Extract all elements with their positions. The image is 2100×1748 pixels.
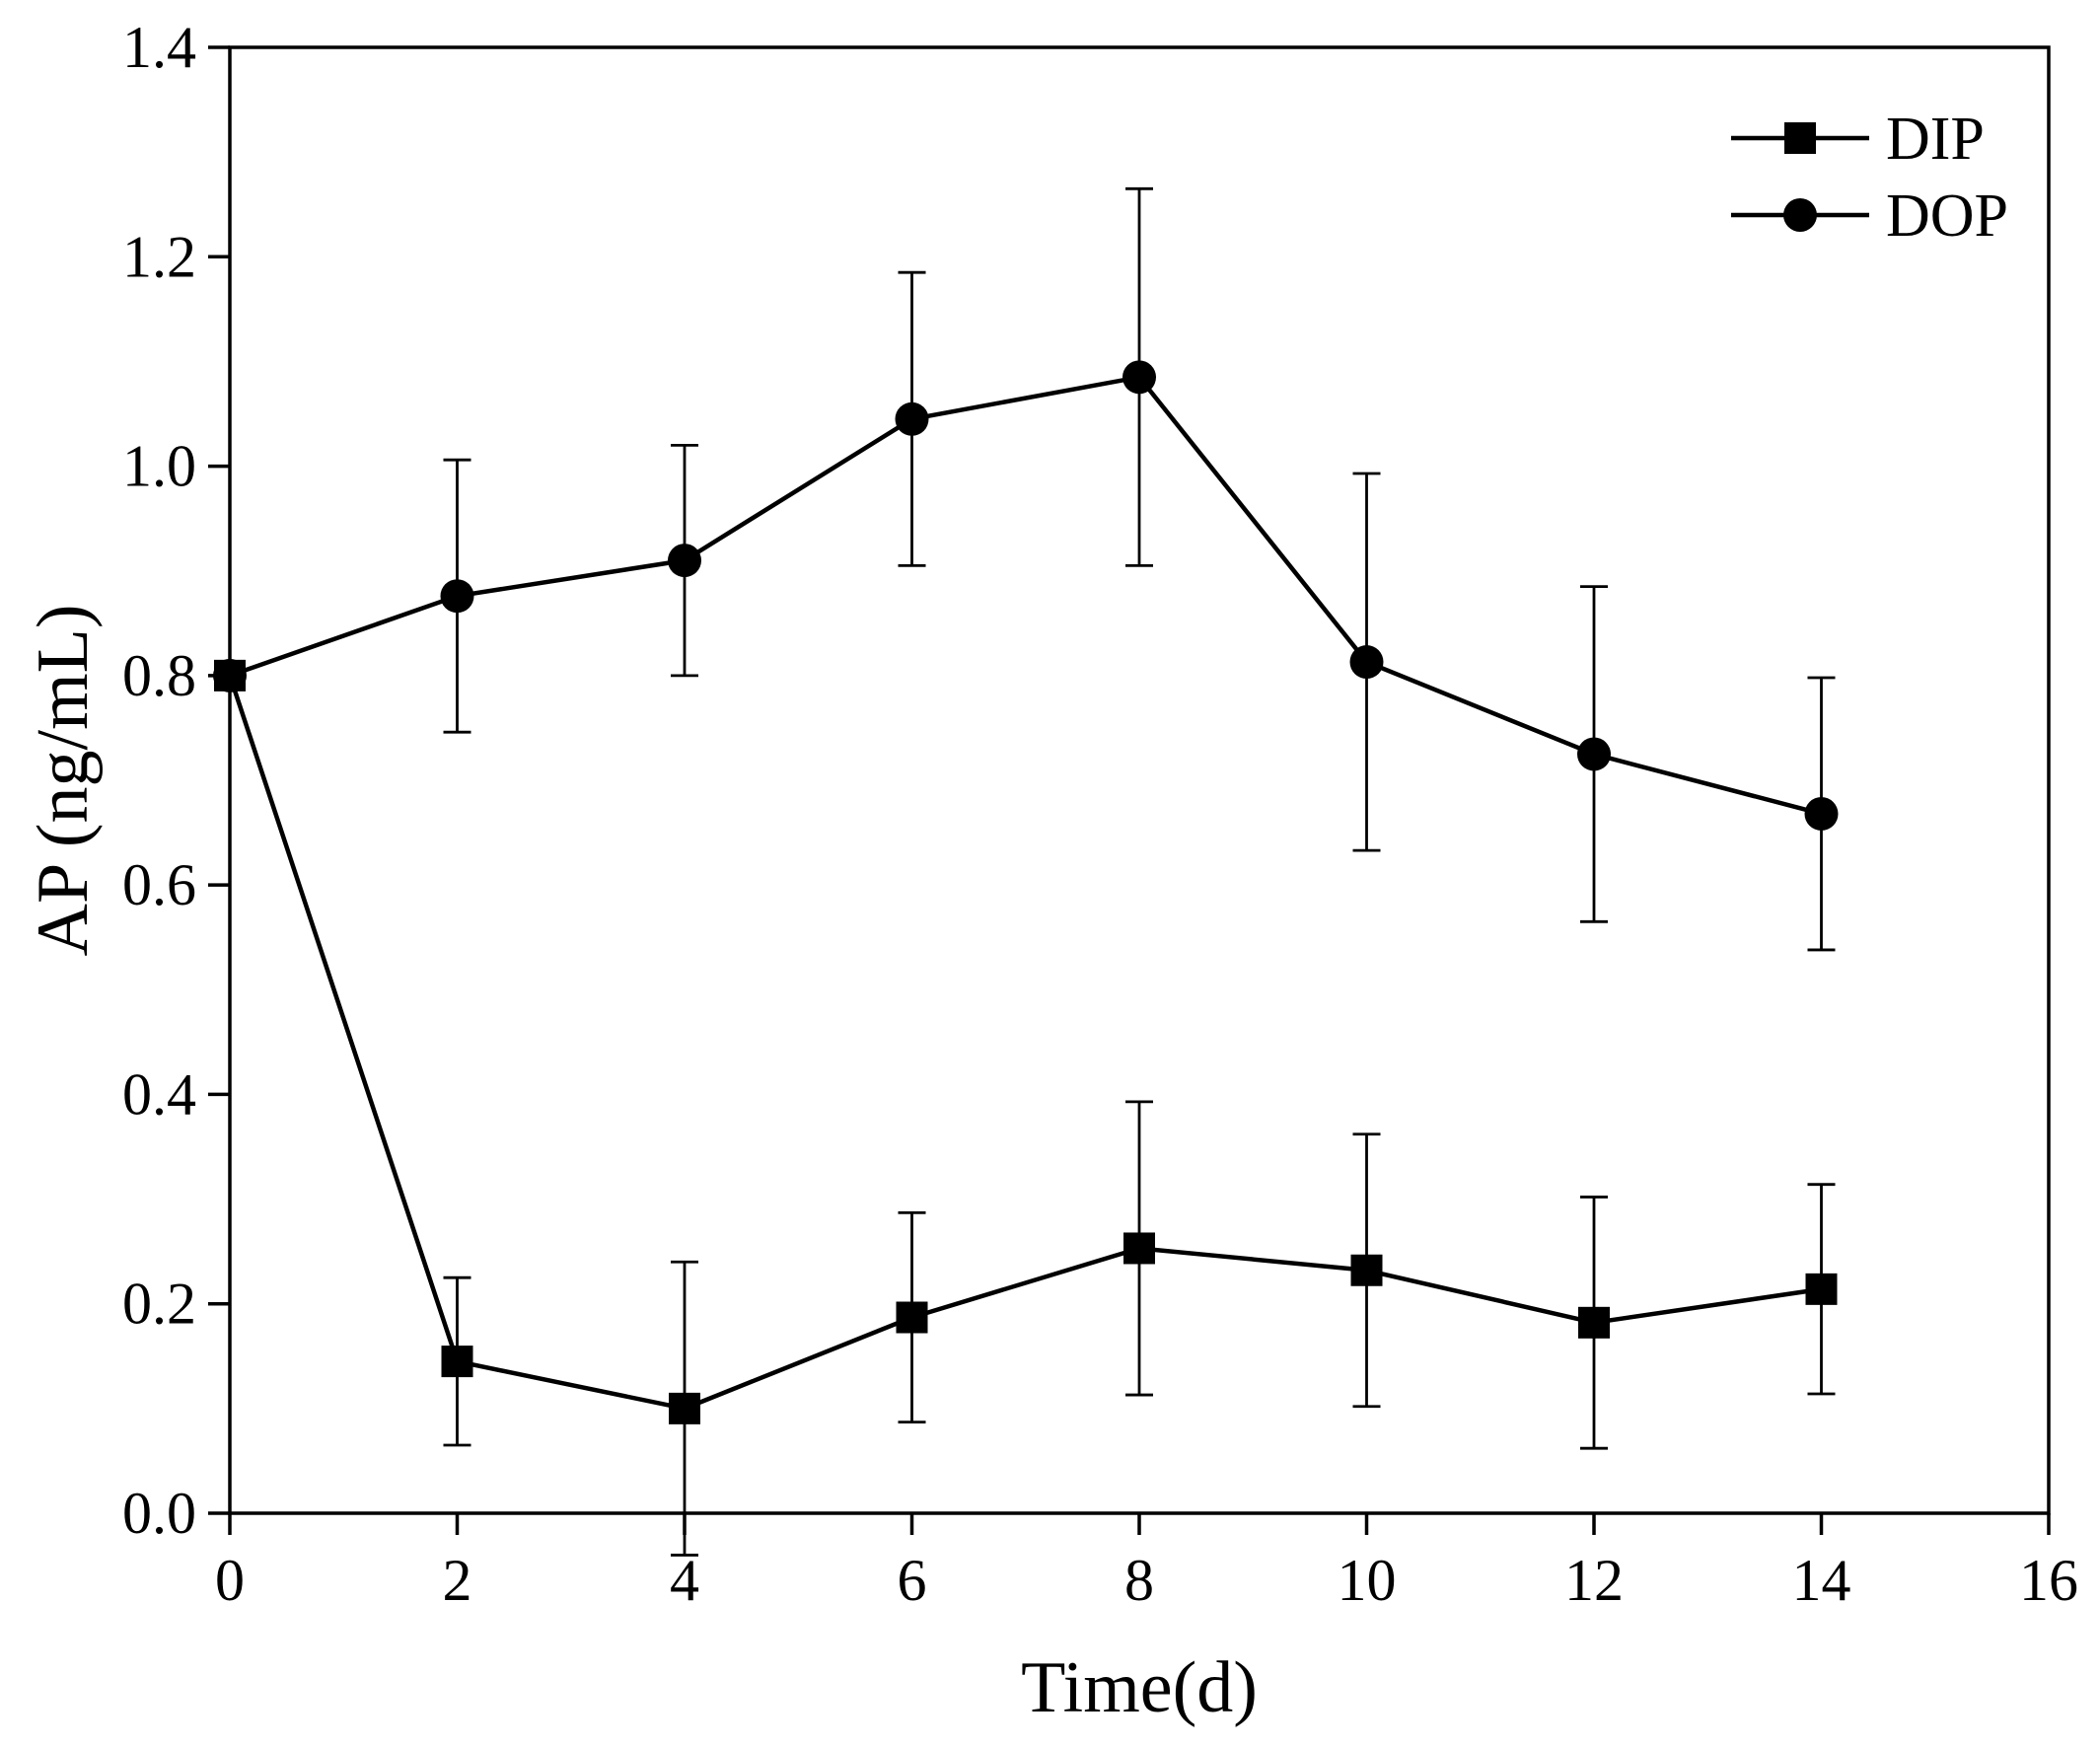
x-axis-title: Time(d) [1021, 1647, 1258, 1728]
x-tick-label: 4 [670, 1548, 699, 1613]
legend-circle-marker [1783, 198, 1817, 232]
dip-point [669, 1392, 700, 1424]
legend: DIP DOP [1731, 106, 2008, 250]
y-tick-label: 0.2 [122, 1272, 196, 1337]
dop-point [895, 401, 929, 436]
dip-point [896, 1301, 928, 1334]
y-tick-label: 1.4 [122, 15, 196, 80]
dop-point [1804, 796, 1839, 831]
dop-point [1349, 645, 1384, 680]
x-tick-label: 8 [1124, 1548, 1154, 1613]
dip-point [1578, 1306, 1610, 1339]
x-tick-label: 0 [215, 1548, 245, 1613]
dop-point [1122, 360, 1156, 395]
dip-point [1350, 1254, 1383, 1286]
legend-item-dip: DIP [1731, 106, 1985, 173]
legend-item-dop: DOP [1731, 182, 2008, 250]
dop-line [229, 375, 1823, 817]
y-axis-title: AP (ng/mL) [23, 605, 104, 957]
y-tick-label: 0.0 [122, 1481, 196, 1546]
x-axis: 0 2 4 6 8 10 12 14 16 [215, 1513, 2078, 1613]
dip-point [1805, 1273, 1838, 1305]
legend-square-marker [1784, 122, 1816, 154]
y-tick-label: 0.8 [122, 643, 196, 708]
series-dip [214, 659, 1838, 1557]
x-tick-label: 16 [2019, 1548, 2078, 1613]
x-tick-label: 14 [1792, 1548, 1851, 1613]
series-layer [213, 186, 1839, 1557]
dop-point [1577, 737, 1611, 771]
dip-line [227, 675, 1822, 1412]
series-dop [213, 186, 1839, 952]
x-tick-label: 10 [1338, 1548, 1397, 1613]
dip-point [1123, 1232, 1155, 1265]
dop-point [440, 579, 474, 614]
y-axis: 0.0 0.2 0.4 0.6 0.8 1.0 1.2 1.4 [122, 15, 230, 1546]
dop-point [213, 658, 247, 692]
legend-label: DOP [1886, 182, 2008, 250]
x-tick-label: 2 [443, 1548, 472, 1613]
y-tick-label: 0.6 [122, 852, 196, 917]
y-tick-label: 1.0 [122, 434, 196, 499]
dop-point [668, 544, 701, 578]
dip-point [441, 1346, 473, 1378]
x-tick-label: 12 [1564, 1548, 1624, 1613]
x-tick-label: 6 [898, 1548, 927, 1613]
y-tick-label: 0.4 [122, 1061, 196, 1127]
legend-label: DIP [1886, 106, 1985, 173]
y-tick-label: 1.2 [122, 224, 196, 289]
